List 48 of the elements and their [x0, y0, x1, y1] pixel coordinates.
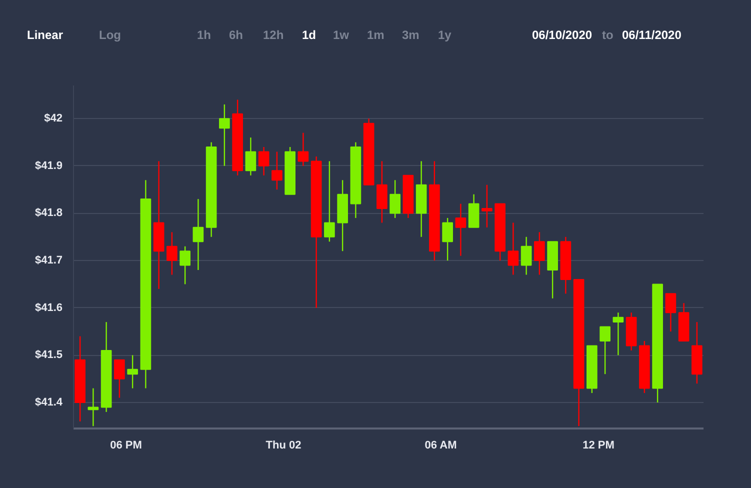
y-tick-label: $42: [44, 112, 63, 125]
text: 3m: [402, 27, 420, 44]
candlestick: [324, 160, 335, 242]
candlestick: [180, 246, 190, 285]
candlestick: [468, 194, 480, 228]
y-tick-label: $41.4: [34, 396, 64, 408]
text: 1m: [367, 27, 384, 44]
text: Log: [99, 27, 121, 44]
candlestick: [376, 160, 388, 224]
text: 12h: [263, 27, 284, 44]
candlestick: [534, 232, 545, 276]
candlestick: [520, 236, 532, 276]
candlestick: [442, 217, 453, 262]
y-tick-label: $41.7: [34, 254, 63, 267]
x-tick-label: 06 PM: [110, 440, 142, 452]
candlestick: [665, 293, 676, 332]
candlestick: [219, 104, 230, 167]
text: 1h: [197, 27, 212, 44]
candlestick: [508, 222, 519, 276]
text: 6h: [229, 27, 244, 44]
candlestick: [245, 136, 256, 176]
y-tick-label: $41.6: [34, 302, 63, 314]
candlestick: [482, 184, 492, 228]
text: 06/10/2020: [532, 27, 592, 44]
text: 1y: [438, 27, 452, 44]
candlestick: [390, 180, 400, 219]
x-tick-label: 06 AM: [424, 440, 457, 452]
candlestick: [455, 203, 466, 256]
y-tick-label: $41.9: [34, 160, 63, 172]
candlestick: [166, 232, 178, 276]
candlestick: [192, 198, 204, 271]
candlestick: [88, 388, 99, 427]
text: to: [602, 27, 614, 44]
candlestick: [258, 146, 270, 176]
candlestick: [114, 359, 125, 398]
candlestick: [127, 354, 138, 389]
candlestick: [612, 312, 624, 356]
text: 1d: [302, 27, 316, 44]
x-tick-label: Thu 02: [266, 440, 302, 452]
candlestick: [272, 151, 282, 190]
text: 06/11/2020: [622, 27, 682, 44]
candlestick: [600, 326, 610, 375]
candlestick: [298, 132, 309, 167]
x-tick-label: 12 PM: [582, 440, 614, 452]
text: Linear: [27, 27, 64, 44]
text: 1w: [333, 27, 350, 44]
y-tick-label: $41.8: [34, 207, 63, 220]
y-tick-label: $41.5: [34, 349, 63, 362]
